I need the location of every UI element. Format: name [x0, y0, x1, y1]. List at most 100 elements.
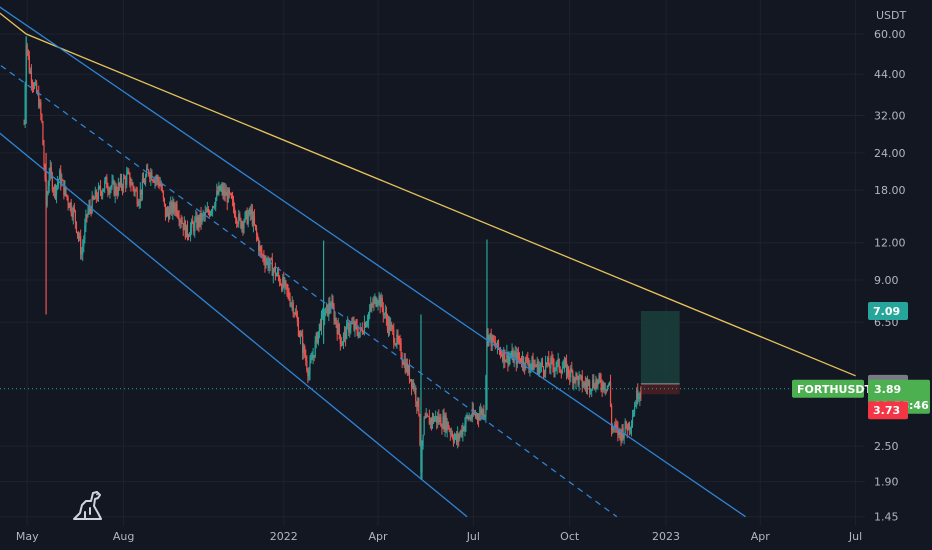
candle-body — [569, 374, 571, 378]
candle-body — [524, 365, 526, 369]
candle-body — [544, 362, 547, 374]
candle-body — [85, 214, 87, 226]
candle-body — [92, 196, 94, 199]
candle-body — [585, 384, 588, 387]
candle-body — [154, 178, 156, 183]
candle-body — [188, 235, 191, 237]
candle-body — [276, 272, 279, 275]
candle-body — [351, 323, 353, 325]
candle-body — [106, 177, 108, 189]
trendline-channel-lower[interactable] — [0, 120, 468, 518]
candle-body — [553, 364, 555, 371]
tradingview-dino-icon[interactable] — [70, 488, 106, 524]
candle-body — [597, 380, 599, 385]
candle-body — [134, 190, 136, 193]
trendline-resistance[interactable] — [0, 0, 856, 377]
candle-body — [129, 172, 131, 185]
candle-body — [606, 385, 608, 391]
candle-body — [103, 188, 105, 192]
candle-body — [66, 194, 68, 198]
candle-body — [272, 270, 274, 276]
trendline-channel-mid[interactable] — [0, 53, 618, 518]
candle-body — [241, 222, 243, 228]
candle-body — [572, 372, 574, 383]
candle-body — [418, 398, 420, 416]
candle-body — [33, 83, 36, 88]
candle-body — [531, 357, 533, 364]
candle-body — [424, 417, 426, 419]
candle-body — [534, 364, 536, 366]
candle-body — [609, 381, 612, 406]
candle-body — [97, 187, 100, 199]
candle-body — [228, 189, 230, 194]
candle-body — [83, 239, 85, 247]
candle-body — [354, 322, 356, 330]
trendline-channel-upper[interactable] — [0, 0, 746, 518]
candle-body — [48, 173, 50, 187]
candle-body — [240, 218, 242, 228]
candle-body — [250, 209, 252, 215]
candle-body — [305, 356, 307, 361]
candle-body — [385, 312, 388, 320]
candle-body — [277, 272, 280, 278]
candle-body — [63, 180, 65, 196]
candle-body — [302, 336, 304, 353]
candle-body — [179, 220, 181, 222]
candle-body — [178, 217, 180, 222]
time-tick-label: 2023 — [652, 530, 680, 543]
candle-body — [262, 255, 264, 257]
candle-body — [221, 187, 223, 189]
candle-body — [258, 239, 260, 251]
candle-body — [169, 207, 171, 220]
time-axis[interactable]: May Aug 2022 Apr Jul Oct 2023 Apr Jul — [16, 530, 862, 543]
candle-body — [441, 426, 443, 429]
candle-body — [509, 357, 511, 359]
candle-body — [253, 216, 256, 225]
candle-body — [208, 212, 211, 216]
candle-body — [433, 418, 436, 422]
candle-body — [170, 202, 172, 208]
candle-body — [229, 193, 231, 195]
candle-body — [471, 408, 473, 419]
candle-body — [350, 323, 352, 328]
candle-body — [96, 197, 98, 199]
candle-body — [610, 405, 613, 431]
candle-body — [596, 380, 598, 385]
candle-body — [410, 379, 413, 388]
candle-body — [631, 417, 634, 426]
candle-body — [414, 388, 416, 390]
trend-lines[interactable] — [0, 0, 856, 518]
candle-body — [267, 259, 269, 268]
candle-body — [243, 221, 245, 229]
candle-body — [185, 224, 188, 238]
candle-body — [364, 322, 367, 328]
price-axis[interactable]: USDT 60.0044.0032.0024.0018.0012.009.006… — [874, 9, 907, 524]
candle-body — [346, 323, 348, 340]
candle-body — [403, 359, 405, 365]
candle-body — [355, 322, 357, 326]
candle-body — [352, 322, 354, 324]
candle-body — [26, 45, 28, 50]
candle-body — [561, 368, 563, 374]
candle-body — [366, 321, 369, 324]
candles — [23, 36, 642, 480]
candle-body — [108, 190, 110, 193]
candle-body — [242, 222, 244, 229]
candle-body — [388, 319, 391, 331]
candle-body — [299, 333, 302, 337]
candle-body — [109, 188, 111, 193]
candle-body — [279, 277, 281, 284]
candle-body — [331, 301, 333, 308]
candle-body — [400, 343, 402, 358]
candle-body — [344, 330, 347, 340]
candle-body — [36, 82, 38, 93]
candle-body — [466, 416, 468, 418]
candle-body — [334, 318, 336, 321]
candle-body — [370, 303, 372, 310]
candle-body — [205, 211, 207, 213]
candle-body — [459, 434, 461, 439]
candle-body — [287, 289, 289, 292]
candle-body — [460, 430, 462, 435]
candle-body — [308, 373, 310, 377]
